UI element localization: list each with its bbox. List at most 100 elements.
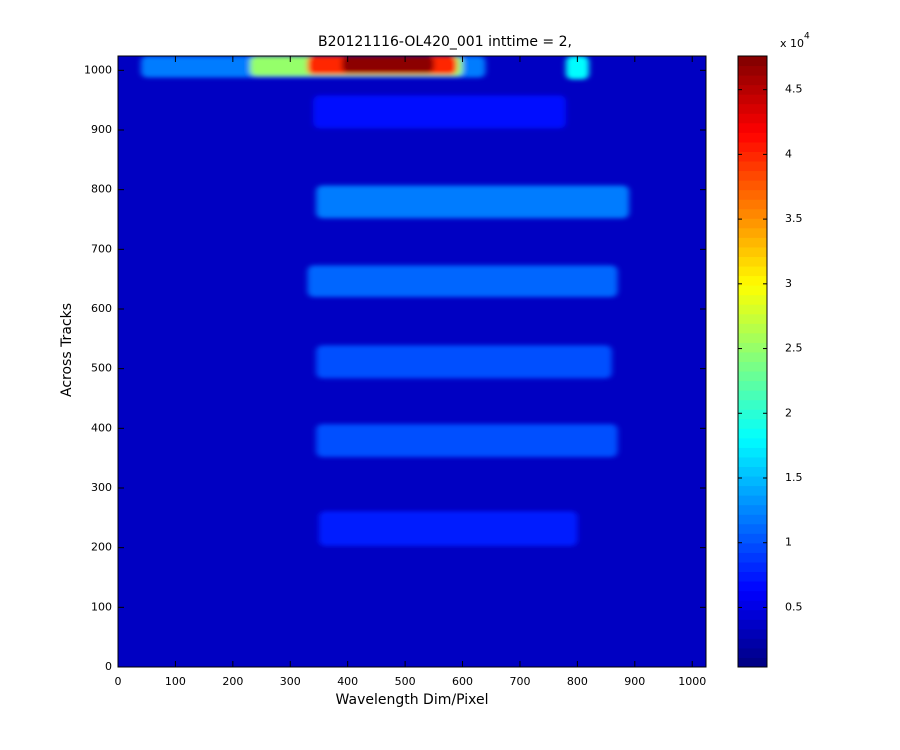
x-axis-label: Wavelength Dim/Pixel	[336, 692, 489, 708]
colorbar-step	[738, 266, 767, 277]
colorbar: 0.5 1 1.5 2 2.5 3 3.5 4 4.5	[737, 55, 803, 668]
colorbar-step	[738, 609, 767, 620]
colorbar-step	[738, 418, 767, 429]
colorbar-step	[738, 581, 767, 592]
colorbar-step	[738, 103, 767, 114]
colorbar-step	[738, 628, 767, 639]
heatmap-band	[341, 56, 434, 73]
colorbar-step	[738, 495, 767, 506]
chart-title: B20121116-OL420_001 inttime = 2,	[318, 34, 572, 50]
y-tick-label: 0	[105, 660, 112, 673]
colorbar-step	[738, 466, 767, 477]
heatmap-band	[318, 511, 578, 546]
colorbar-tick-label: 0.5	[785, 600, 803, 613]
colorbar-step	[738, 657, 767, 668]
colorbar-step	[738, 65, 767, 76]
colorbar-step	[738, 304, 767, 315]
colorbar-step	[738, 161, 767, 172]
colorbar-step	[738, 571, 767, 582]
colorbar-step	[738, 208, 767, 219]
axes: 0 100 200 300 400 500 600 700 800 900 1000 0 100 200 3…	[84, 55, 803, 688]
colorbar-step	[738, 189, 767, 200]
x-tick-label: 700	[509, 675, 530, 688]
colorbar-step	[738, 275, 767, 286]
heatmap-band	[316, 424, 618, 457]
colorbar-step	[738, 256, 767, 267]
colorbar-step	[738, 313, 767, 324]
colorbar-step	[738, 619, 767, 630]
colorbar-step	[738, 437, 767, 448]
colorbar-step	[738, 84, 767, 95]
colorbar-step	[738, 371, 767, 382]
colorbar-step	[738, 590, 767, 601]
colorbar-step	[738, 409, 767, 420]
x-tick-label: 0	[115, 675, 122, 688]
x-tick-label: 800	[567, 675, 588, 688]
colorbar-step	[738, 151, 767, 162]
y-tick-label: 600	[91, 302, 112, 315]
colorbar-step	[738, 476, 767, 487]
y-tick-label: 800	[91, 183, 112, 196]
colorbar-tick-label: 1.5	[785, 471, 803, 484]
colorbar-step	[738, 342, 767, 353]
x-tick-label: 900	[624, 675, 645, 688]
colorbar-step	[738, 246, 767, 257]
colorbar-tick-label: 4	[785, 147, 792, 160]
colorbar-step	[738, 180, 767, 191]
heatmap-band	[565, 56, 589, 80]
x-tick-label: 300	[280, 675, 301, 688]
colorbar-step	[738, 428, 767, 439]
colorbar-step	[738, 113, 767, 124]
colorbar-step	[738, 122, 767, 133]
y-tick-label: 300	[91, 481, 112, 494]
colorbar-step	[738, 218, 767, 229]
bands	[140, 56, 630, 546]
y-tick-label: 200	[91, 541, 112, 554]
colorbar-tick-label: 4.5	[785, 83, 803, 96]
colorbar-tick-label: 2	[785, 406, 792, 419]
colorbar-step	[738, 504, 767, 515]
colorbar-step	[738, 561, 767, 573]
colorbar-step	[738, 56, 767, 67]
colorbar-step	[738, 199, 767, 210]
colorbar-step	[738, 170, 767, 181]
colorbar-step	[738, 399, 767, 410]
colorbar-step	[738, 237, 767, 248]
colorbar-frame	[737, 55, 768, 668]
colorbar-exponent: 4	[804, 32, 810, 42]
y-axis-label: Across Tracks	[59, 303, 75, 397]
x-tick-label: 400	[337, 675, 358, 688]
colorbar-step	[738, 361, 767, 372]
colorbar-step	[738, 533, 767, 544]
colorbar-tick-label: 3	[785, 277, 792, 290]
colorbar-step	[738, 514, 767, 525]
x-tick-label: 1000	[678, 675, 706, 688]
colorbar-step	[738, 523, 767, 534]
heatmap-band	[307, 265, 618, 298]
colorbar-step	[738, 456, 767, 468]
colorbar-step	[738, 638, 767, 649]
plot-frame	[117, 55, 707, 668]
colorbar-step	[738, 94, 767, 105]
colorbar-step	[738, 323, 767, 334]
colorbar-step	[738, 351, 767, 362]
x-tick-label: 600	[452, 675, 473, 688]
colorbar-multiplier: x 10	[780, 37, 804, 50]
colorbar-step	[738, 380, 767, 391]
colorbar-step	[738, 542, 767, 553]
colorbar-step	[738, 227, 767, 238]
colorbar-step	[738, 485, 767, 496]
y-tick-label: 400	[91, 421, 112, 434]
heatmap-band	[313, 95, 566, 129]
colorbar-step	[738, 141, 767, 152]
colorbar-step	[738, 600, 767, 611]
colorbar-step	[738, 332, 767, 343]
x-tick-label: 500	[395, 675, 416, 688]
colorbar-step	[738, 447, 767, 458]
colorbar-step	[738, 132, 767, 143]
colorbar-tick-label: 3.5	[785, 212, 803, 225]
y-tick-label: 900	[91, 123, 112, 136]
colorbar-step	[738, 75, 767, 86]
colorbar-tick-label: 1	[785, 536, 792, 549]
